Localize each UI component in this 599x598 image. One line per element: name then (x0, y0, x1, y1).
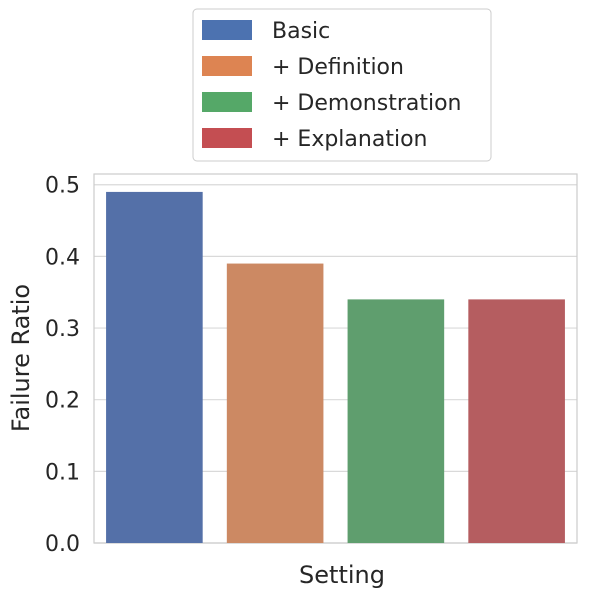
legend-swatch-2 (202, 56, 252, 76)
y-tick-label-4: 0.4 (45, 245, 80, 270)
legend-label-4: + Explanation (272, 127, 427, 152)
bar-3 (347, 299, 445, 543)
y-tick-label-1: 0.1 (45, 460, 80, 485)
legend-swatch-3 (202, 92, 252, 112)
legend-swatch-4 (202, 128, 252, 148)
y-tick-label-2: 0.2 (45, 389, 80, 414)
y-tick-labels: 0.0 0.1 0.2 0.3 0.4 0.5 (45, 174, 80, 557)
bars (106, 191, 565, 543)
legend-label-2: + Definition (272, 55, 404, 80)
bar-4 (468, 299, 565, 543)
legend-box (192, 8, 492, 162)
y-tick-label-0: 0.0 (45, 532, 80, 557)
x-axis-label: Setting (299, 561, 385, 589)
bar-2 (226, 263, 324, 543)
y-tick-label-3: 0.3 (45, 317, 80, 342)
legend-label-3: + Demonstration (272, 91, 462, 116)
y-tick-label-5: 0.5 (45, 174, 80, 199)
legend-label-1: Basic (272, 19, 330, 44)
bar-1 (106, 191, 203, 543)
legend: Basic + Definition + Demonstration + Explan… (192, 8, 492, 162)
y-axis-label: Failure Ratio (7, 284, 35, 432)
legend-swatch-1 (202, 20, 252, 40)
plot-area-frame (93, 173, 578, 544)
